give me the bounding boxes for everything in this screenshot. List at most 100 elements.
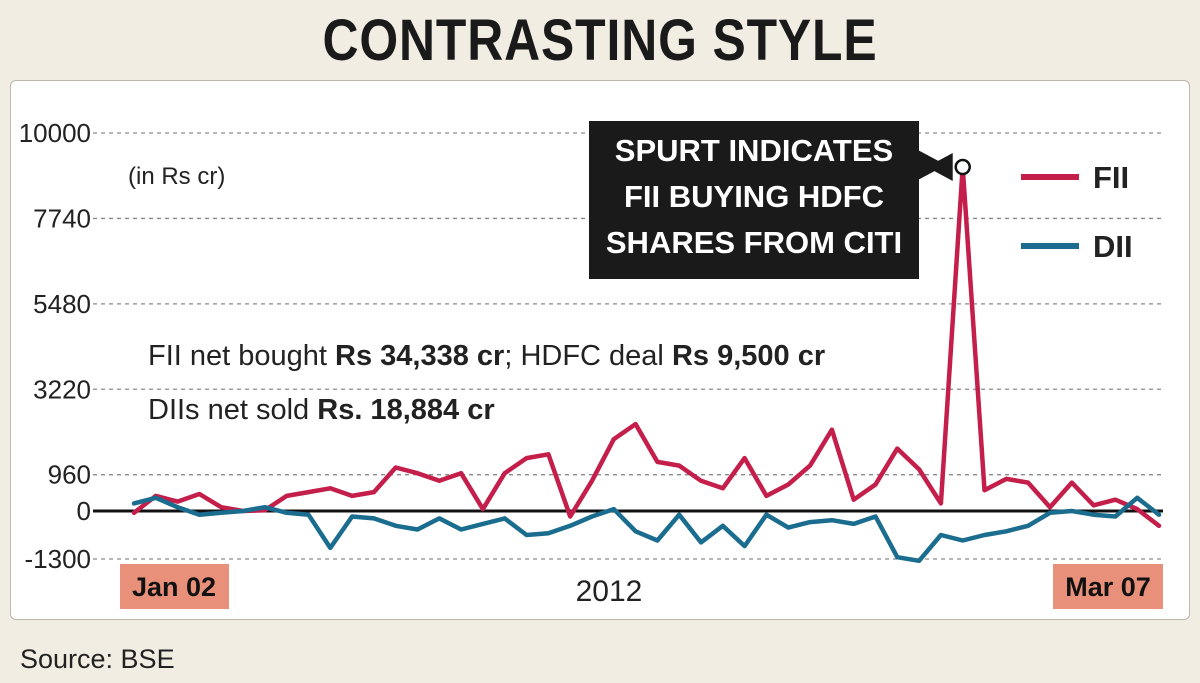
data-point-fii <box>939 502 943 505</box>
y-tick-label: 10000 <box>19 118 91 148</box>
data-point-fii <box>220 506 223 509</box>
data-point-fii <box>525 456 528 460</box>
data-point-dii <box>961 539 964 542</box>
series-line-fii <box>131 164 1162 529</box>
data-point-dii <box>743 544 746 548</box>
data-point-fii <box>350 494 354 498</box>
data-point-fii <box>678 464 681 467</box>
data-point-fii <box>721 487 725 490</box>
x-axis: Jan 02 Mar 07 2012 <box>120 564 1163 609</box>
data-point-dii <box>350 515 354 518</box>
callout-arrow <box>916 149 946 181</box>
data-point-dii <box>372 517 376 520</box>
data-point-fii <box>1114 498 1117 501</box>
data-point-dii <box>547 531 550 535</box>
data-point-fii <box>983 489 986 492</box>
note-line: FII net bought Rs 34,338 cr; HDFC deal R… <box>148 340 825 372</box>
data-point-dii <box>307 513 310 516</box>
data-point-fii <box>765 494 768 498</box>
data-point-fii <box>394 466 397 469</box>
data-point-dii <box>787 526 790 529</box>
data-point-dii <box>612 507 615 511</box>
series-line-dii <box>131 495 1162 564</box>
data-point-fii <box>1005 477 1008 481</box>
chart-panel: 10000 7740 5480 3220 960 0 -1300 (in Rs cr) FI… <box>10 80 1190 620</box>
data-point-dii <box>525 533 528 537</box>
data-point-fii <box>743 456 746 460</box>
data-point-dii <box>874 515 877 518</box>
callout-text: SPURT INDICATES <box>615 133 893 168</box>
y-tick-label: 7740 <box>33 203 91 233</box>
data-point-fii <box>438 479 441 482</box>
x-axis-label: 2012 <box>576 575 643 608</box>
data-point-dii <box>983 533 986 537</box>
data-point-fii <box>372 490 376 494</box>
data-point-fii <box>1070 481 1073 484</box>
legend-label-dii: DII <box>1093 229 1133 264</box>
data-point-fii <box>830 428 834 431</box>
chart-title: CONTRASTING STYLE <box>322 7 878 73</box>
data-point-dii <box>590 515 594 518</box>
y-tick-label: 0 <box>77 496 91 526</box>
data-point-dii <box>765 513 768 516</box>
data-point-dii <box>263 506 267 509</box>
data-point-dii <box>568 524 572 527</box>
data-point-dii <box>241 509 245 513</box>
data-point-fii <box>612 437 615 441</box>
data-point-dii <box>154 496 158 499</box>
data-point-fii <box>787 483 790 486</box>
y-tick-label: 5480 <box>33 289 91 319</box>
data-point-dii <box>132 502 136 505</box>
data-series <box>131 164 1162 564</box>
data-point-dii <box>1092 513 1095 516</box>
data-point-dii <box>220 511 223 515</box>
y-tick-label: -1300 <box>25 544 92 574</box>
data-point-dii <box>634 530 637 533</box>
data-point-dii <box>808 520 812 524</box>
data-point-fii <box>459 472 463 475</box>
data-point-dii <box>699 541 703 544</box>
data-point-fii <box>568 515 572 518</box>
y-tick-label: 960 <box>48 460 91 490</box>
legend: FII DII <box>1021 160 1133 264</box>
callout-text: SHARES FROM CITI <box>606 225 902 260</box>
data-point-fii <box>1048 506 1052 509</box>
note-line: DIIs net sold Rs. 18,884 cr <box>148 394 495 426</box>
annotation-notes: FII net bought Rs 34,338 cr; HDFC deal R… <box>148 340 825 426</box>
source-note: Source: BSE <box>20 644 175 674</box>
data-point-dii <box>1114 515 1117 518</box>
callout-box <box>589 121 919 279</box>
data-point-dii <box>459 528 463 531</box>
data-point-fii <box>590 479 594 482</box>
data-point-dii <box>438 517 441 520</box>
data-point-dii <box>1135 496 1139 499</box>
legend-label-fii: FII <box>1093 160 1129 195</box>
data-point-dii <box>1048 511 1052 515</box>
data-point-fii <box>874 483 877 486</box>
data-point-fii <box>917 468 921 471</box>
data-point-fii <box>132 511 136 515</box>
end-date-box <box>1053 564 1163 609</box>
data-point-fii <box>416 472 419 475</box>
data-point-fii <box>656 460 659 464</box>
data-point-fii <box>1135 507 1139 511</box>
data-point-dii <box>678 513 681 516</box>
line-chart: 10000 7740 5480 3220 960 0 -1300 (in Rs cr) FI… <box>19 118 1163 609</box>
data-point-dii <box>198 513 201 516</box>
data-point-fii <box>896 447 899 450</box>
data-point-fii <box>547 453 550 456</box>
start-date-label: Jan 02 <box>132 572 216 602</box>
data-point-dii <box>721 524 725 527</box>
data-point-dii <box>329 546 332 550</box>
data-point-fii <box>1157 524 1161 527</box>
data-point-fii <box>285 494 288 498</box>
start-date-box <box>120 564 229 609</box>
data-point-dii <box>285 511 288 515</box>
data-point-fii <box>176 500 179 503</box>
data-point-fii <box>481 507 485 511</box>
y-axis-tick-labels: 10000 7740 5480 3220 960 0 -1300 <box>19 118 91 574</box>
data-point-fii <box>1092 504 1095 507</box>
data-point-fii <box>699 479 703 482</box>
data-point-fii <box>808 464 812 467</box>
data-point-dii <box>1157 513 1161 516</box>
